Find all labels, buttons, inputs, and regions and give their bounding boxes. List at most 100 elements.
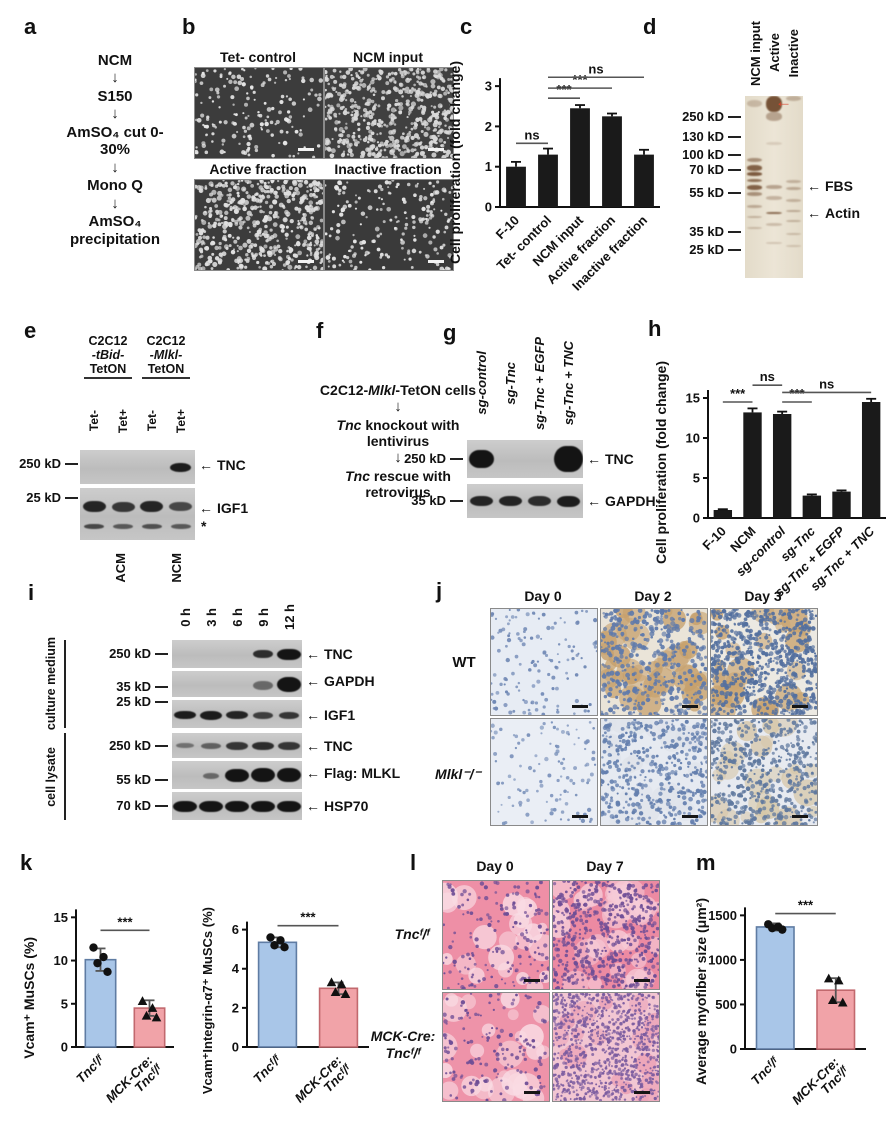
left-arrow-icon: ← [306,738,320,754]
condition-label: NCM [168,553,184,583]
svg-text:F-10: F-10 [699,524,729,554]
scale-bar [634,979,650,982]
chart-cell-proliferation-fractions: 0 1 2 3 ns *** *** ns F-10 Tet- control NCM input A… [466,28,666,296]
western-blot-tnc [467,440,583,478]
svg-text:***: *** [789,386,805,401]
micrograph-title: Tet- control [220,49,296,65]
mw-marker: 130 kD [653,129,741,144]
header-line: C2C12 [88,334,128,348]
lane-label-wrap: 6 h [230,598,245,636]
left-arrow-icon: ← [306,765,320,781]
lane-label-wrap: Active [766,12,782,94]
chart-cell-proliferation-rescue: 0 5 10 15 *** ns *** ns F-10 NCM sg-control sg-Tnc s… [678,330,890,602]
western-blot-igf1 [80,488,195,540]
svg-text:***: *** [300,910,316,925]
svg-text:Tncᶠ/ᶠ: Tncᶠ/ᶠ [250,1052,284,1086]
scale-bar [428,260,444,263]
left-arrow-icon: ← [306,707,320,723]
flow-step: C2C12-Mlkl-TetON cells [319,382,477,398]
histology-mlkl-ko-day2 [600,718,708,826]
panel-label-g: g [443,320,457,345]
micrograph-tet-control [194,67,324,159]
scale-bar [792,705,808,708]
header-underline [84,377,132,379]
red-arrow-icon: ← [775,92,792,111]
lane-label-wrap: Tet- [145,397,159,445]
band-annotation-tnc: ← TNC [199,457,246,473]
panel-label-d: d [643,14,657,39]
panel-label-a: a [24,14,37,39]
mw-marker: 70 kD [82,798,168,813]
svg-text:0: 0 [232,1040,239,1055]
histology-wt-day3 [710,608,818,716]
group-label: cell lysate [44,746,58,807]
group-bracket [64,640,66,728]
lane-label: 3 h [203,607,219,627]
western-blot-gapdh [467,484,583,518]
svg-text:3: 3 [485,79,492,94]
chart-vcam-muscs: 0 5 10 15 *** Tncᶠ/ᶠ MCK-Cre:Tncᶠ/ᶠ [40,882,180,1124]
mw-marker: 250 kD [653,109,741,124]
scale-bar [524,1091,540,1094]
flow-step: Tnc rescue with retrovirus [345,467,451,500]
column-header: Day 3 [744,588,782,604]
condition-label: ACM [112,553,128,583]
band-annotation: ← TNC [306,738,353,754]
row-label-mck-cre: MCK-Cre: Tncᶠ/ᶠ [368,1028,438,1062]
panel-label-i: i [28,580,35,605]
column-header: Day 2 [634,588,672,604]
header-line: -Mlkl- [149,348,183,362]
histology-mlkl-ko-day3 [710,718,818,826]
left-arrow-icon: ← [306,673,320,689]
mw-marker: 100 kD [653,147,741,162]
scale-bar [634,1091,650,1094]
band-annotation-gapdh: ← GAPDH [587,493,656,509]
western-blot-tnc [80,450,195,484]
micrograph-title: Active fraction [209,161,307,177]
group-bracket [64,733,66,820]
left-arrow-icon: ← [807,178,821,194]
row-label-wt: WT [452,654,476,671]
svg-text:0: 0 [693,511,700,526]
he-histology-tnc-ff-day7 [552,880,660,990]
western-blot-lysate-hsp70 [172,792,302,820]
purification-flowchart: NCM ↓ S150 ↓ AmSO₄ cut 0-30% ↓ Mono Q ↓ … [40,52,190,248]
svg-text:MCK-Cre:Tncᶠ/ᶠ: MCK-Cre:Tncᶠ/ᶠ [292,1052,355,1115]
svg-text:2: 2 [485,119,492,134]
down-arrow-icon: ↓ [394,449,402,467]
scale-bar [792,815,808,818]
band-annotation-igf1: ← IGF1 [199,500,249,516]
lane-label: 0 h [177,607,193,627]
band-annotation-actin: ← Actin [807,205,860,221]
mw-marker: 35 kD [82,679,168,694]
micrograph-active-fraction [194,179,324,271]
mw-marker: 250 kD [82,738,168,753]
experiment-flowchart: C2C12-Mlkl-TetON cells ↓ Tnc knockout wi… [308,382,488,500]
lane-label: sg-Tnc [502,361,518,405]
panel-label-k: k [20,850,33,875]
western-blot-medium-gapdh [172,671,302,697]
mw-marker: 55 kD [653,185,741,200]
header-line: TetON [89,362,127,376]
he-histology-tnc-ff-day0 [442,880,550,990]
lane-label-wrap: Tet- [87,397,101,445]
mw-marker: 25 kD [653,242,741,257]
histology-mlkl-ko-day0 [490,718,598,826]
svg-text:ns: ns [588,61,603,76]
lane-label-wrap: sg-Tnc [502,330,518,436]
band-annotation: ← HSP70 [306,798,369,814]
he-histology-mck-cre-day0 [442,992,550,1102]
flow-step: Tnc knockout with lentivirus [336,416,460,449]
band-annotation-fbs: ← FBS [807,178,853,194]
lane-label-wrap: 3 h [203,598,219,636]
scale-bar [572,815,588,818]
lane-label-wrap: Tet+ [116,397,130,445]
svg-text:MCK-Cre:Tncᶠ/ᶠ: MCK-Cre:Tncᶠ/ᶠ [103,1052,166,1115]
lane-label: 9 h [255,607,271,627]
down-arrow-icon: ↓ [111,194,119,212]
mw-marker: 250 kD [395,451,463,466]
y-axis-label: Vcam⁺ MuSCs (%) [21,937,37,1059]
svg-text:0: 0 [61,1040,68,1055]
column-header: Day 0 [524,588,562,604]
